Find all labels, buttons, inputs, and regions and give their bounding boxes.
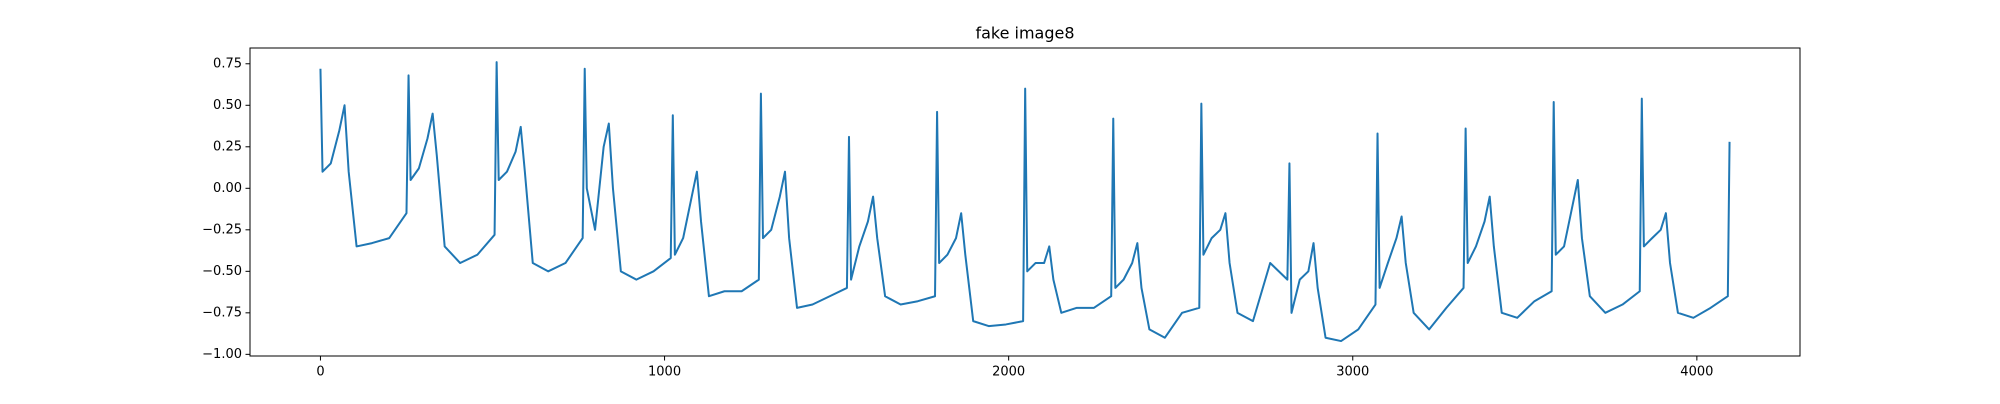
y-tick-label: −0.75: [202, 305, 242, 320]
y-tick-label: 0.25: [213, 139, 242, 154]
x-tick-label: 3000: [1336, 365, 1369, 380]
chart-title: fake image8: [975, 24, 1074, 43]
x-tick-label: 2000: [992, 365, 1025, 380]
x-tick-label: 1000: [648, 365, 681, 380]
x-tick-label: 0: [316, 365, 324, 380]
y-tick-label: −1.00: [202, 347, 242, 362]
y-tick-label: 0.50: [213, 98, 242, 113]
x-tick-label: 4000: [1680, 365, 1713, 380]
plot-frame: [249, 47, 1801, 357]
y-tick-label: −0.50: [202, 264, 242, 279]
y-tick-label: 0.00: [213, 181, 242, 196]
y-tick-label: −0.25: [202, 222, 242, 237]
data-line: [319, 61, 1731, 343]
y-tick-label: 0.75: [213, 56, 242, 71]
